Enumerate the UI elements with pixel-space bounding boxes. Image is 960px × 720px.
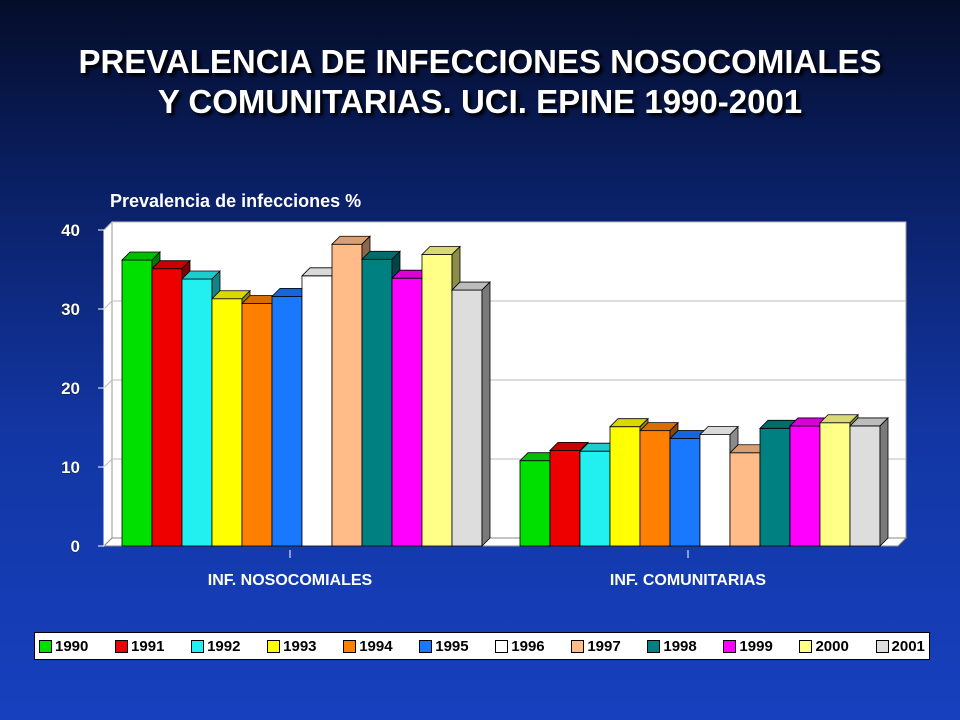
bar-front bbox=[301, 275, 333, 547]
bar-front bbox=[699, 434, 731, 547]
legend-item: 1996 bbox=[495, 637, 545, 655]
bar-front bbox=[669, 438, 701, 547]
bar-front bbox=[849, 425, 881, 547]
bar-side bbox=[879, 416, 889, 547]
legend-swatch bbox=[571, 639, 585, 653]
bar-front bbox=[549, 450, 581, 547]
legend-swatch bbox=[343, 639, 357, 653]
legend-swatch bbox=[39, 639, 52, 653]
bar bbox=[549, 441, 589, 547]
legend-label: 1993 bbox=[283, 637, 317, 655]
legend-item: 1992 bbox=[191, 638, 240, 655]
bar-side bbox=[481, 281, 491, 547]
y-tick-label: 40 bbox=[61, 221, 80, 240]
legend-swatch bbox=[647, 639, 661, 653]
legend-swatch bbox=[419, 639, 433, 653]
bar-front bbox=[241, 303, 273, 547]
bar-chart: 0 10 20 30 40 Prevalencia de infecciones % INF… bbox=[60, 191, 908, 589]
bar-front bbox=[519, 460, 551, 547]
legend-swatch bbox=[875, 639, 889, 653]
title-line-1: PREVALENCIA DE INFECCIONES NOSOCOMIALES bbox=[78, 43, 882, 80]
legend-item: 1995 bbox=[419, 637, 469, 655]
legend-swatch bbox=[495, 639, 509, 653]
gridline-side bbox=[103, 458, 113, 468]
legend-swatch bbox=[115, 639, 129, 653]
bar-front bbox=[211, 298, 243, 547]
chart-legend: 1990 1991 1992 1993 1994 1995 1996 1997 1998 1999… bbox=[34, 632, 930, 660]
y-tick-label: 0 bbox=[71, 537, 80, 556]
legend-swatch bbox=[799, 639, 813, 653]
legend-item: 1991 bbox=[115, 638, 164, 655]
bar-front bbox=[271, 295, 303, 547]
legend-label: 1992 bbox=[207, 637, 241, 655]
x-category-label: INF. COMUNITARIAS bbox=[610, 572, 766, 589]
bar-front bbox=[819, 422, 851, 547]
bar-front bbox=[151, 268, 183, 547]
title-line-2: Y COMUNITARIAS. UCI. EPINE 1990-2001 bbox=[157, 83, 803, 120]
bar-front bbox=[729, 452, 761, 547]
legend-label: 1995 bbox=[435, 637, 469, 655]
page-title: PREVALENCIA DE INFECCIONES NOSOCOMIALES … bbox=[0, 42, 960, 122]
bar-front bbox=[181, 278, 213, 547]
gridline-side bbox=[103, 379, 113, 389]
y-tick-label: 30 bbox=[61, 300, 80, 319]
y-axis-label: Prevalencia de infecciones % bbox=[110, 191, 361, 211]
bar-front bbox=[331, 243, 363, 547]
legend-item: 1998 bbox=[647, 637, 697, 655]
bar-front bbox=[759, 427, 791, 547]
legend-item: 1994 bbox=[343, 637, 393, 655]
gridline-side bbox=[103, 221, 113, 231]
legend-item: 2000 bbox=[799, 637, 849, 655]
bar-front bbox=[121, 259, 153, 547]
legend-swatch bbox=[267, 639, 281, 653]
y-tick-label: 10 bbox=[61, 458, 80, 477]
bar bbox=[849, 416, 889, 547]
y-tick-label: 20 bbox=[61, 379, 80, 398]
legend-item: 1993 bbox=[267, 637, 317, 655]
bar bbox=[451, 281, 491, 547]
legend-swatch bbox=[723, 639, 737, 653]
legend-item: 1997 bbox=[571, 637, 621, 655]
bar-front bbox=[421, 254, 453, 547]
legend-label: 1997 bbox=[587, 637, 621, 655]
x-category-label: INF. NOSOCOMIALES bbox=[208, 572, 373, 589]
legend-label: 1996 bbox=[511, 637, 545, 655]
legend-item: 1990 bbox=[39, 638, 88, 655]
legend-label: 1994 bbox=[359, 637, 393, 655]
bar-front bbox=[639, 430, 671, 547]
bar-front bbox=[579, 450, 611, 547]
legend-label: 1990 bbox=[55, 637, 89, 655]
legend-label: 1991 bbox=[131, 637, 165, 655]
bar-front bbox=[451, 289, 483, 547]
bar-front bbox=[789, 425, 821, 547]
legend-label: 2000 bbox=[815, 637, 849, 655]
legend-swatch bbox=[191, 639, 205, 653]
legend-label: 2001 bbox=[891, 637, 925, 655]
legend-label: 1998 bbox=[663, 637, 697, 655]
legend-label: 1999 bbox=[739, 637, 773, 655]
gridline-side bbox=[103, 300, 113, 310]
bar-front bbox=[609, 426, 641, 547]
legend-item: 2001 bbox=[875, 637, 925, 655]
bar-front bbox=[391, 277, 423, 547]
legend-item: 1999 bbox=[723, 637, 773, 655]
bar-front bbox=[361, 258, 393, 547]
